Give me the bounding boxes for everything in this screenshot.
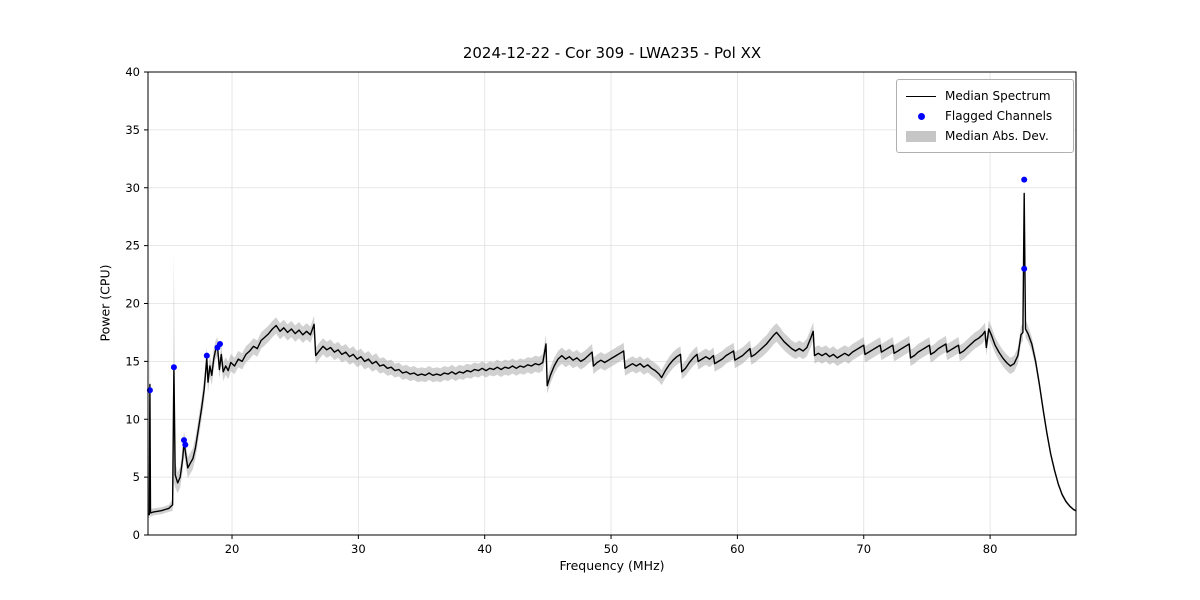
chart-title: 2024-12-22 - Cor 309 - LWA235 - Pol XX (462, 44, 762, 62)
legend-marker-sample (905, 112, 937, 120)
y-tick-label: 0 (133, 528, 140, 542)
flagged-channel-marker (1021, 265, 1028, 272)
legend-label-median-abs-dev: Median Abs. Dev. (945, 129, 1049, 143)
y-tick-label: 25 (125, 239, 140, 253)
y-tick-label: 10 (125, 412, 140, 426)
flagged-channel-marker (182, 441, 189, 448)
flagged-channel-marker (170, 364, 177, 371)
flagged-channel-marker (203, 352, 210, 359)
x-tick-label: 50 (604, 542, 619, 556)
x-tick-label: 80 (983, 542, 998, 556)
legend-line-sample (905, 95, 937, 97)
legend-label-median-spectrum: Median Spectrum (945, 89, 1051, 103)
y-tick-label: 5 (133, 470, 140, 484)
y-tick-label: 35 (125, 123, 140, 137)
y-tick-label: 15 (125, 354, 140, 368)
y-axis-label: Power (CPU) (97, 264, 113, 342)
x-tick-label: 30 (351, 542, 366, 556)
x-tick-label: 40 (477, 542, 492, 556)
flagged-channel-marker (1021, 176, 1028, 183)
legend-item-flagged-channels: Flagged Channels (905, 106, 1065, 126)
legend-band-sample (905, 130, 937, 142)
legend-item-median-abs-dev: Median Abs. Dev. (905, 126, 1065, 146)
legend-item-median-spectrum: Median Spectrum (905, 86, 1065, 106)
y-tick-label: 40 (125, 65, 140, 79)
legend: Median Spectrum Flagged Channels Median … (896, 79, 1074, 153)
y-tick-label: 20 (125, 297, 140, 311)
x-tick-label: 20 (225, 542, 240, 556)
legend-label-flagged-channels: Flagged Channels (945, 109, 1053, 123)
y-tick-label: 30 (125, 181, 140, 195)
x-tick-label: 60 (730, 542, 745, 556)
flagged-channel-marker (181, 437, 187, 444)
x-tick-label: 70 (856, 542, 871, 556)
x-axis-label: Frequency (MHz) (559, 558, 665, 573)
flagged-channel-marker (217, 341, 223, 347)
mad-band (148, 183, 1076, 519)
median-spectrum-line (147, 192, 1077, 516)
